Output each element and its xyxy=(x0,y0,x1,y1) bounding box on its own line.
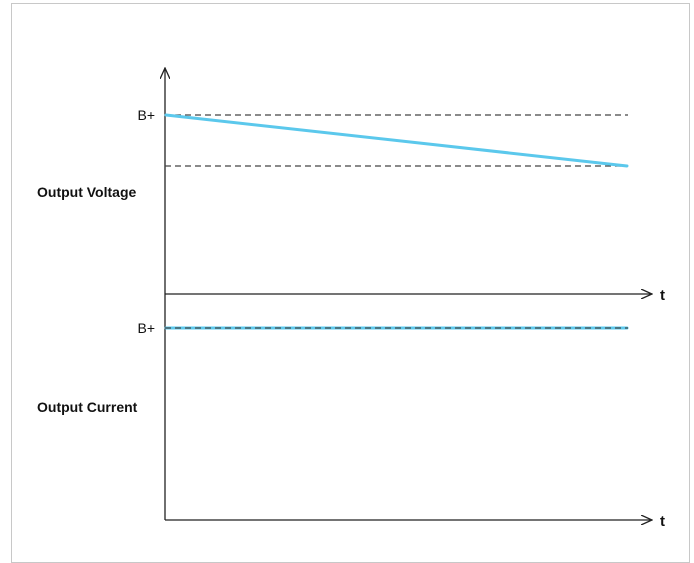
current-panel: B+ Output Current t xyxy=(37,294,665,530)
voltage-bplus-label: B+ xyxy=(137,107,155,123)
voltage-time-label: t xyxy=(660,287,665,304)
diagram-frame xyxy=(11,3,690,563)
voltage-signal-line xyxy=(164,113,629,168)
current-panel-label: Output Current xyxy=(37,399,138,415)
voltage-panel: B+ Output Voltage t xyxy=(37,68,665,304)
voltage-panel-label: Output Voltage xyxy=(37,184,136,200)
voltage-current-diagram: B+ Output Voltage t B+ Output Current t xyxy=(37,0,665,530)
current-bplus-label: B+ xyxy=(137,320,155,336)
current-time-label: t xyxy=(660,513,665,530)
